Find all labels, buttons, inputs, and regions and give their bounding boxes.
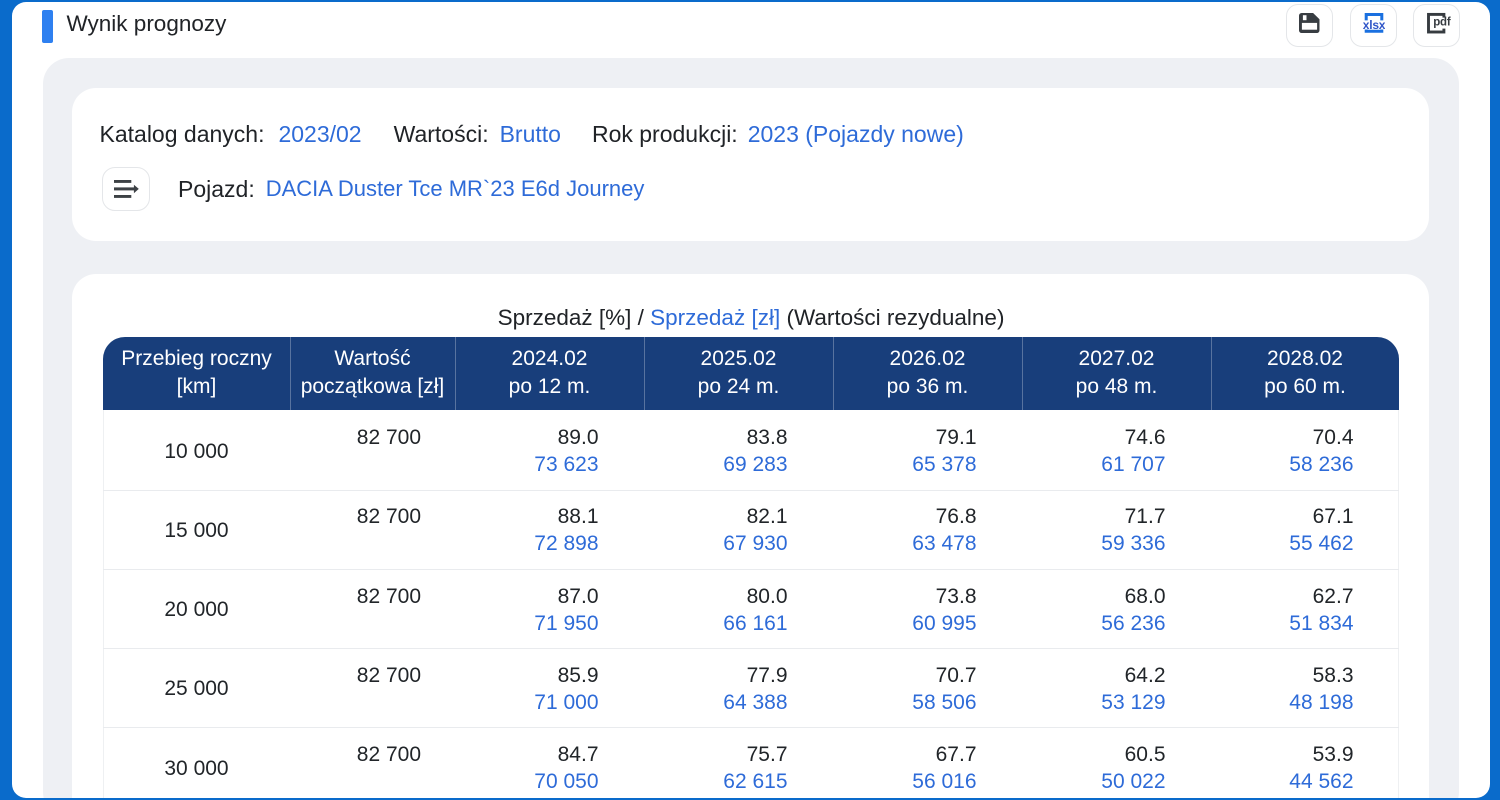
svg-text:xlsx: xlsx	[1363, 17, 1385, 31]
svg-text:pdf: pdf	[1433, 16, 1451, 28]
